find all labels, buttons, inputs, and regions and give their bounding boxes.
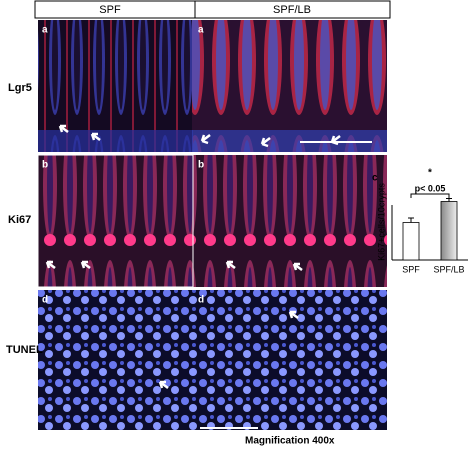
panel-letter: c: [372, 173, 378, 184]
panel-letter: b: [42, 160, 48, 171]
significance: *: [428, 168, 432, 179]
column-label: SPF/LB: [273, 4, 311, 16]
micrograph: [38, 290, 193, 430]
panel-letter: a: [42, 25, 48, 36]
row-label: TUNEL: [6, 344, 43, 356]
bar: [440, 201, 458, 261]
panel-letter: d: [42, 295, 48, 306]
annotation: p< 0.05: [415, 183, 446, 193]
header-box: [34, 0, 391, 19]
caption: Magnification 400x: [245, 436, 335, 447]
bar: [402, 222, 420, 261]
error-bar: [446, 198, 452, 202]
y-axis-label: Ki67+cells/10crypts: [376, 183, 386, 261]
panel-letter: b: [198, 160, 204, 171]
column-label: SPF: [99, 4, 121, 16]
row-label: Lgr5: [8, 82, 32, 94]
error-bar: [408, 217, 414, 223]
panel-letter: a: [198, 25, 204, 36]
x-tick-label: SPF/LB: [433, 264, 464, 274]
significance-bracket: [410, 193, 450, 198]
micrograph: [192, 290, 387, 430]
panel-letter: d: [198, 295, 204, 306]
x-tick-label: SPF: [402, 264, 420, 274]
row-label: Ki67: [8, 214, 31, 226]
micrograph: [38, 155, 193, 287]
micrograph: [192, 155, 387, 287]
bar-chart: c Ki67+cells/10crypts SPF SPF/LB p< 0.05 *: [372, 168, 468, 274]
